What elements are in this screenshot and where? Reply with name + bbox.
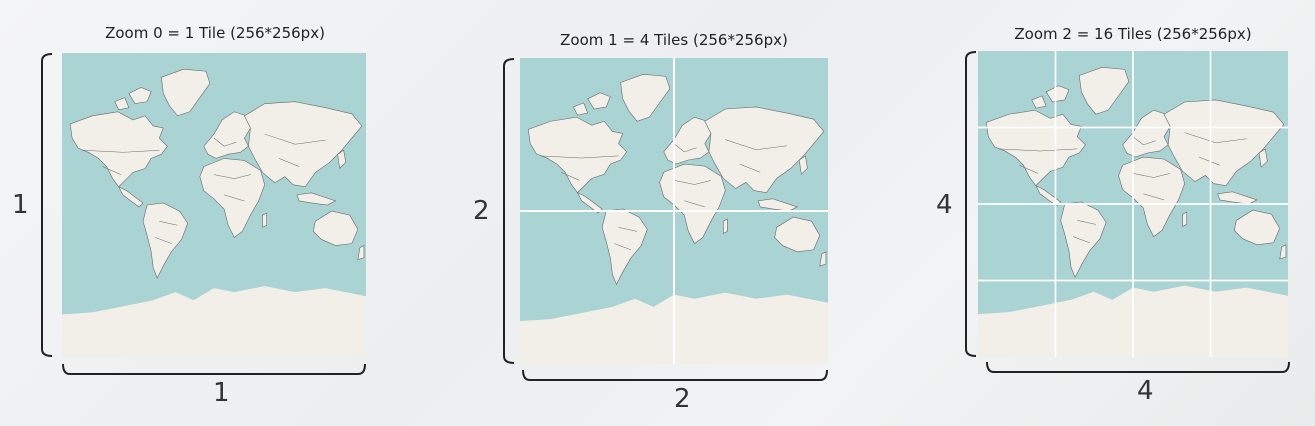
world-map-icon: [978, 51, 1288, 357]
world-map-icon: [520, 58, 828, 364]
zoom0-horizontal-label: 1: [213, 378, 230, 408]
zoom0-map-tile: [62, 53, 366, 357]
zoom1-horizontal-label: 2: [674, 384, 691, 414]
zoom2-horizontal-label: 4: [1137, 376, 1154, 406]
zoom2-horizontal-bracket: [986, 361, 1290, 373]
zoom1-vertical-label: 2: [473, 196, 490, 226]
zoom1-map-tiles: [520, 58, 828, 364]
zoom0-vertical-label: 1: [12, 190, 29, 220]
zoom0-vertical-bracket: [41, 53, 53, 357]
zoom2-vertical-bracket: [965, 51, 977, 357]
zoom2-vertical-label: 4: [936, 190, 953, 220]
zoom2-caption: Zoom 2 = 16 Tiles (256*256px): [1014, 25, 1252, 43]
zoom1-panel: Zoom 1 = 4 Tiles (256*256px) 2 2: [473, 31, 828, 414]
zoom2-map-tiles: [978, 51, 1288, 357]
zoom1-horizontal-bracket: [522, 369, 828, 381]
zoom0-panel: Zoom 0 = 1 Tile (256*256px) 1 1: [0, 0, 400, 426]
zoom0-caption: Zoom 0 = 1 Tile (256*256px): [105, 24, 325, 42]
zoom0-horizontal-bracket: [62, 363, 366, 375]
zoom1-caption: Zoom 1 = 4 Tiles (256*256px): [560, 31, 788, 49]
zoom1-vertical-bracket: [503, 58, 515, 364]
